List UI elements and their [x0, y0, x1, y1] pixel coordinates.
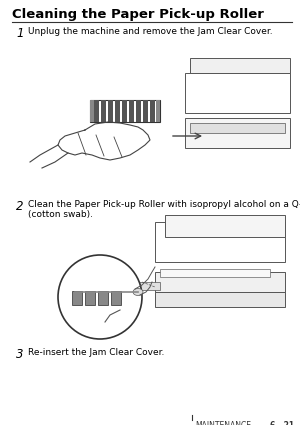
Bar [108, 100, 113, 122]
Bar [160, 269, 270, 277]
Polygon shape [190, 58, 290, 73]
Bar [185, 73, 290, 113]
Text: Unplug the machine and remove the Jam Clear Cover.: Unplug the machine and remove the Jam Cl… [28, 27, 273, 36]
Bar [143, 100, 148, 122]
Bar [150, 100, 155, 122]
Bar [122, 100, 127, 122]
Bar [101, 100, 106, 122]
Bar [72, 291, 82, 305]
Text: 2: 2 [16, 200, 23, 213]
Text: Clean the Paper Pick-up Roller with isopropyl alcohol on a Q-tip
(cotton swab).: Clean the Paper Pick-up Roller with isop… [28, 200, 300, 219]
Bar [115, 100, 120, 122]
Ellipse shape [133, 289, 143, 295]
Bar [165, 215, 285, 237]
Bar [156, 100, 160, 122]
Bar [90, 100, 160, 122]
Text: Re-insert the Jam Clear Cover.: Re-insert the Jam Clear Cover. [28, 348, 164, 357]
Bar [155, 222, 285, 262]
Bar [85, 291, 95, 305]
Bar [111, 291, 121, 305]
Circle shape [58, 255, 142, 339]
Bar [155, 292, 285, 307]
Text: MAINTENANCE: MAINTENANCE [195, 421, 251, 425]
Text: Cleaning the Paper Pick-up Roller: Cleaning the Paper Pick-up Roller [12, 8, 264, 21]
Text: 1: 1 [16, 27, 23, 40]
Bar [185, 118, 290, 148]
Text: 3: 3 [16, 348, 23, 361]
Bar [136, 100, 141, 122]
Bar [129, 100, 134, 122]
Bar [155, 272, 285, 292]
Text: 6 - 21: 6 - 21 [270, 421, 294, 425]
Bar [90, 100, 94, 122]
Bar [190, 123, 285, 133]
Bar [125, 282, 160, 290]
Bar [94, 100, 99, 122]
Bar [98, 291, 108, 305]
